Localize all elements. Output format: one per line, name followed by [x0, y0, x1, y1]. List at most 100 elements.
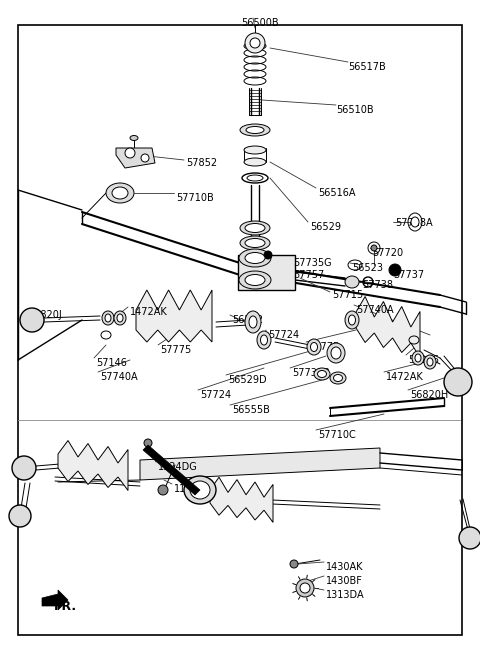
Ellipse shape	[117, 314, 123, 322]
Text: 57146: 57146	[408, 355, 439, 365]
Ellipse shape	[249, 316, 257, 328]
Ellipse shape	[240, 236, 270, 250]
Ellipse shape	[130, 136, 138, 141]
Ellipse shape	[240, 124, 270, 136]
Text: 57775: 57775	[160, 345, 191, 355]
Ellipse shape	[412, 351, 424, 365]
Ellipse shape	[411, 217, 419, 227]
Text: 57740A: 57740A	[356, 305, 394, 315]
Ellipse shape	[424, 355, 436, 369]
Circle shape	[141, 154, 149, 162]
Polygon shape	[42, 590, 68, 610]
Circle shape	[300, 583, 310, 593]
Text: 56500B: 56500B	[241, 18, 279, 28]
Text: 56517B: 56517B	[348, 62, 386, 72]
Text: 1430AK: 1430AK	[326, 562, 363, 572]
Polygon shape	[140, 448, 380, 480]
Circle shape	[371, 245, 377, 251]
Text: 1124DG: 1124DG	[158, 462, 198, 472]
Ellipse shape	[314, 368, 330, 380]
Text: 57757: 57757	[293, 270, 324, 280]
Circle shape	[250, 38, 260, 48]
Text: 56529: 56529	[310, 222, 341, 232]
Text: 1430BF: 1430BF	[326, 576, 363, 586]
Ellipse shape	[261, 335, 267, 345]
Text: 57740A: 57740A	[100, 372, 138, 382]
Text: FR.: FR.	[54, 600, 77, 613]
Text: 56516A: 56516A	[318, 188, 356, 198]
Circle shape	[264, 251, 272, 259]
Ellipse shape	[331, 347, 341, 359]
Text: 57724: 57724	[268, 330, 299, 340]
Ellipse shape	[102, 311, 114, 325]
Ellipse shape	[334, 375, 343, 381]
Ellipse shape	[307, 339, 321, 355]
Text: 57710C: 57710C	[318, 430, 356, 440]
Ellipse shape	[105, 314, 111, 322]
Polygon shape	[143, 445, 200, 495]
Ellipse shape	[415, 354, 421, 362]
Text: 57710B: 57710B	[176, 193, 214, 203]
Circle shape	[459, 527, 480, 549]
Ellipse shape	[330, 372, 346, 384]
Circle shape	[389, 264, 401, 276]
Circle shape	[20, 308, 44, 332]
Text: 56510B: 56510B	[336, 105, 373, 115]
Ellipse shape	[239, 271, 271, 289]
Ellipse shape	[246, 126, 264, 134]
Text: 57775: 57775	[308, 342, 339, 352]
Circle shape	[245, 33, 265, 53]
Text: 1313DA: 1313DA	[326, 590, 365, 600]
Text: 57715: 57715	[332, 290, 363, 300]
Ellipse shape	[244, 158, 266, 166]
Polygon shape	[136, 290, 212, 342]
Ellipse shape	[112, 187, 128, 199]
Text: 1472AK: 1472AK	[386, 372, 424, 382]
Ellipse shape	[184, 476, 216, 504]
Text: 1472AK: 1472AK	[130, 307, 168, 317]
Ellipse shape	[245, 223, 265, 233]
Polygon shape	[356, 297, 420, 358]
Ellipse shape	[245, 252, 265, 263]
Ellipse shape	[245, 238, 265, 248]
Ellipse shape	[327, 343, 345, 363]
Circle shape	[12, 456, 36, 480]
Text: 56820J: 56820J	[28, 310, 62, 320]
Ellipse shape	[106, 183, 134, 203]
Ellipse shape	[427, 358, 433, 366]
Polygon shape	[58, 441, 128, 491]
Text: 1124AE: 1124AE	[174, 484, 211, 494]
Circle shape	[158, 485, 168, 495]
Circle shape	[125, 148, 135, 158]
Text: 56522: 56522	[232, 315, 263, 325]
Ellipse shape	[345, 311, 359, 329]
Ellipse shape	[311, 343, 317, 352]
Text: 57738B: 57738B	[292, 368, 330, 378]
Text: 56555B: 56555B	[232, 405, 270, 415]
Text: 57852: 57852	[186, 158, 217, 168]
Text: 56529D: 56529D	[228, 375, 266, 385]
Ellipse shape	[240, 221, 270, 235]
Ellipse shape	[114, 311, 126, 325]
Text: 57146: 57146	[96, 358, 127, 368]
Circle shape	[290, 560, 298, 568]
Circle shape	[9, 505, 31, 527]
Circle shape	[444, 368, 472, 396]
Text: 57724: 57724	[200, 390, 231, 400]
Circle shape	[144, 439, 152, 447]
Ellipse shape	[348, 315, 356, 325]
Polygon shape	[116, 148, 155, 168]
Text: 57720: 57720	[372, 248, 403, 258]
Ellipse shape	[345, 276, 359, 288]
Ellipse shape	[247, 175, 263, 181]
Text: 57718A: 57718A	[395, 218, 432, 228]
Text: 57735G: 57735G	[293, 258, 332, 268]
Ellipse shape	[317, 371, 326, 377]
Ellipse shape	[257, 331, 271, 349]
Text: 56820H: 56820H	[410, 390, 448, 400]
Text: 57738: 57738	[362, 280, 393, 290]
Ellipse shape	[239, 249, 271, 267]
Ellipse shape	[244, 146, 266, 154]
Ellipse shape	[245, 274, 265, 286]
Ellipse shape	[190, 481, 210, 499]
